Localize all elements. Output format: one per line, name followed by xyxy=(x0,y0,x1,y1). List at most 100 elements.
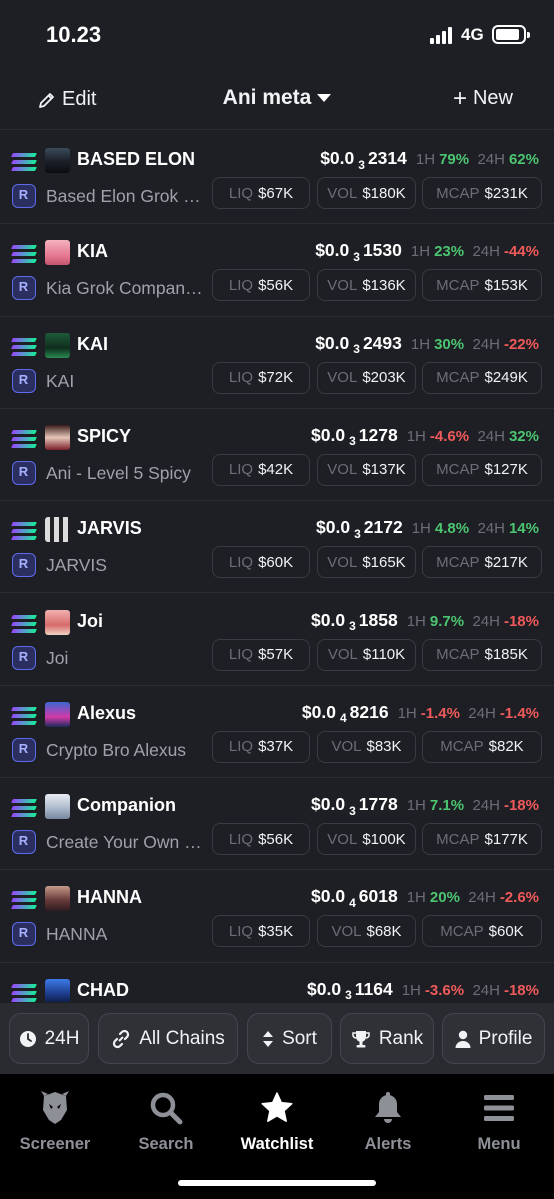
token-avatar xyxy=(45,517,70,543)
h1-label: 1H xyxy=(406,612,426,630)
price-changes: 1H 7.1% 24H -18% xyxy=(407,797,539,814)
token-price: $0.0 3 1278 xyxy=(311,425,398,449)
vol-value: $83K xyxy=(366,738,402,756)
token-row[interactable]: SPICY 1H -4.6% 24H 32% $0.0 3 1278 R Ani - Level… xyxy=(0,409,554,502)
liq-pill: LIQ $67K xyxy=(212,177,310,209)
token-avatar xyxy=(45,148,70,173)
new-watchlist-button[interactable]: + New xyxy=(453,86,513,110)
mcap-value: $82K xyxy=(488,738,524,756)
mcap-label: MCAP xyxy=(440,738,484,756)
solana-icon xyxy=(11,983,37,1002)
solana-icon xyxy=(11,706,37,725)
nav-screener[interactable]: Screener xyxy=(0,1090,110,1154)
price-changes: 1H 79% 24H 62% xyxy=(416,151,539,168)
nav-menu[interactable]: Menu xyxy=(444,1090,554,1154)
h1-label: 1H xyxy=(406,427,426,445)
nav-label: Menu xyxy=(477,1135,521,1153)
mcap-pill: MCAP $82K xyxy=(422,730,542,763)
price-digits: 2314 xyxy=(367,148,407,168)
solana-icon xyxy=(11,522,37,541)
h1-change: 4.8% xyxy=(434,520,470,538)
h24-change: -22% xyxy=(503,335,539,353)
timeframe-button[interactable]: 24H xyxy=(9,1013,89,1064)
token-row[interactable]: Joi 1H 9.7% 24H -18% $0.0 3 1858 R Joi LIQ $57K VOL… xyxy=(0,594,554,686)
screener-icon xyxy=(0,1090,110,1126)
mcap-value: $60K xyxy=(488,922,524,940)
liq-label: LIQ xyxy=(228,461,254,479)
vol-label: VOL xyxy=(327,646,358,663)
vol-label: VOL xyxy=(327,276,358,294)
h1-change: 9.7% xyxy=(429,612,465,630)
h24-label: 24H xyxy=(472,612,500,630)
price-zero-count: 4 xyxy=(349,895,356,910)
liq-label: LIQ xyxy=(228,276,254,294)
sort-button[interactable]: Sort xyxy=(247,1013,332,1064)
mcap-value: $249K xyxy=(484,369,528,387)
filter-bar: 24H All Chains Sort Rank Profile xyxy=(0,1003,554,1074)
vol-pill: VOL $136K xyxy=(317,269,416,302)
price-prefix: $0.0 xyxy=(316,517,351,538)
mcap-value: $177K xyxy=(484,830,528,848)
vol-value: $180K xyxy=(362,184,406,202)
nav-alerts[interactable]: Alerts xyxy=(333,1090,443,1154)
token-description: JARVIS xyxy=(46,555,107,576)
liq-value: $35K xyxy=(258,922,294,940)
profile-button[interactable]: Profile xyxy=(442,1013,545,1064)
vol-value: $203K xyxy=(362,369,406,387)
h24-change: -18% xyxy=(503,612,539,630)
token-row[interactable]: KAI 1H 30% 24H -22% $0.0 3 2493 R KAI LIQ $72K VOL $… xyxy=(0,317,554,409)
sort-icon xyxy=(263,1030,274,1047)
price-zero-count: 3 xyxy=(354,526,361,541)
liq-value: $57K xyxy=(258,646,294,663)
token-avatar xyxy=(45,424,70,450)
price-digits: 1164 xyxy=(354,978,393,999)
price-digits: 6018 xyxy=(358,886,398,907)
status-time: 10.23 xyxy=(46,22,102,47)
vol-label: VOL xyxy=(327,184,358,202)
price-changes: 1H -3.6% 24H -18% xyxy=(402,982,539,999)
token-row[interactable]: KIA 1H 23% 24H -44% $0.0 3 1530 R Kia Grok Compa… xyxy=(0,224,554,317)
h24-change: -1.4% xyxy=(499,704,539,722)
solana-icon xyxy=(11,429,37,448)
token-list[interactable]: BASED ELON 1H 79% 24H 62% $0.0 3 2314 R Based El… xyxy=(0,132,554,1002)
price-digits: 2493 xyxy=(362,332,402,353)
mcap-value: $127K xyxy=(484,461,528,479)
bottom-nav: Screener Search Watchlist Alerts Menu xyxy=(0,1074,554,1199)
nav-watchlist[interactable]: Watchlist xyxy=(222,1090,332,1154)
token-name: KIA xyxy=(77,241,108,262)
token-name: JARVIS xyxy=(77,518,142,539)
h24-label: 24H xyxy=(468,704,496,722)
token-name: SPICY xyxy=(77,425,132,446)
token-row[interactable]: Alexus 1H -1.4% 24H -1.4% $0.0 4 8216 R Crypto B… xyxy=(0,686,554,779)
edit-button[interactable]: Edit xyxy=(38,88,96,111)
h1-change: 20% xyxy=(429,889,460,907)
price-prefix: $0.0 xyxy=(315,332,350,353)
chains-button[interactable]: All Chains xyxy=(98,1013,238,1064)
h24-change: -18% xyxy=(503,797,539,815)
nav-search[interactable]: Search xyxy=(111,1090,221,1154)
token-avatar xyxy=(45,701,70,727)
token-row[interactable]: Companion 1H 7.1% 24H -18% $0.0 3 1778 R Create … xyxy=(0,778,554,871)
mcap-label: MCAP xyxy=(436,553,480,571)
h1-label: 1H xyxy=(410,243,431,261)
caret-down-icon xyxy=(317,94,332,103)
token-name: KAI xyxy=(77,333,108,354)
h1-label: 1H xyxy=(397,704,417,722)
watchlist-selector[interactable]: Ani meta xyxy=(0,86,554,110)
mcap-pill: MCAP $60K xyxy=(422,915,542,948)
token-row[interactable]: JARVIS 1H 4.8% 24H 14% $0.0 3 2172 R JARVIS LIQ $6… xyxy=(0,501,554,594)
vol-label: VOL xyxy=(331,738,362,756)
liq-pill: LIQ $37K xyxy=(212,730,310,763)
price-zero-count: 4 xyxy=(339,711,347,726)
token-description: Create Your Own Companion xyxy=(46,832,206,853)
mcap-value: $231K xyxy=(484,184,528,202)
token-description: Ani - Level 5 Spicy xyxy=(46,462,191,483)
rank-button[interactable]: Rank xyxy=(340,1013,434,1064)
menu-icon xyxy=(444,1090,554,1126)
token-price: $0.0 3 1778 xyxy=(311,794,398,818)
vol-pill: VOL $165K xyxy=(317,546,416,579)
token-row[interactable]: HANNA 1H 20% 24H -2.6% $0.0 4 6018 R HANNA LIQ $35… xyxy=(0,870,554,963)
token-row[interactable]: BASED ELON 1H 79% 24H 62% $0.0 3 2314 R Based El… xyxy=(0,132,554,225)
liq-label: LIQ xyxy=(228,830,254,848)
